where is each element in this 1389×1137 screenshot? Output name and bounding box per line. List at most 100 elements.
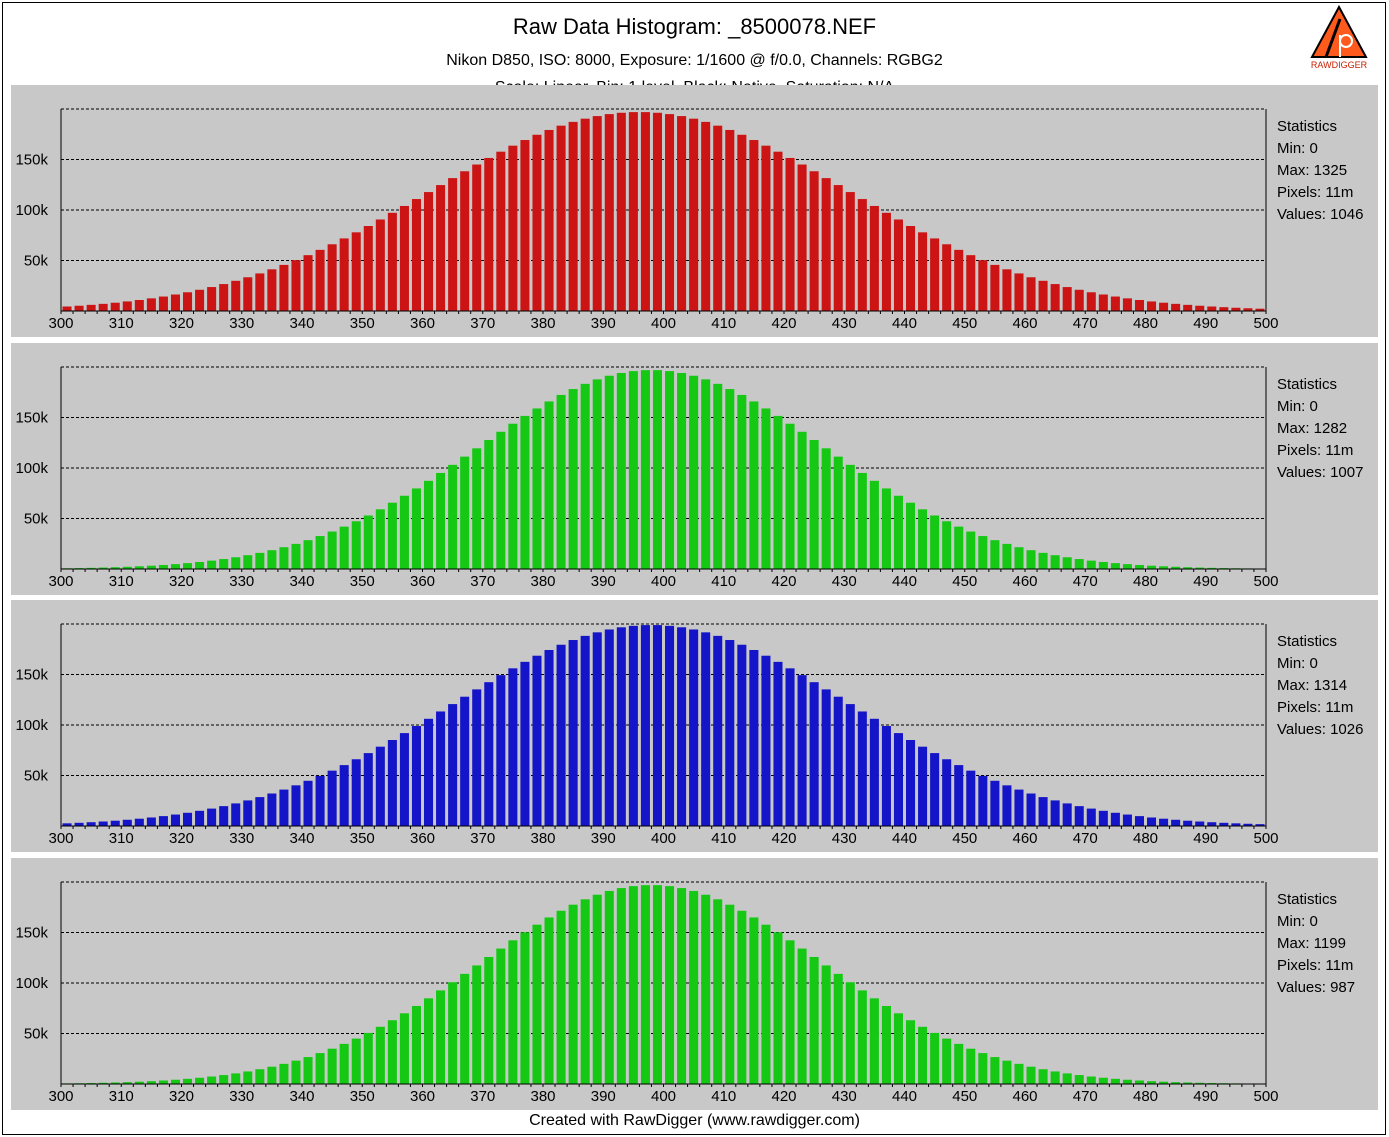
histogram-bar (918, 509, 928, 569)
histogram-bar (375, 1026, 385, 1084)
histogram-bar (351, 759, 361, 826)
histogram-bar (881, 212, 891, 311)
histogram-bar (327, 244, 337, 311)
histogram-bar (797, 948, 807, 1084)
histogram-bar (990, 1057, 1000, 1084)
histogram-bar (1086, 808, 1096, 826)
histogram-bar (183, 1078, 193, 1084)
histogram-bar (677, 116, 687, 311)
histogram-bar (954, 765, 964, 826)
histogram-bar (725, 129, 735, 311)
x-tick-label: 390 (591, 1088, 616, 1105)
histogram-bar (568, 121, 578, 311)
histogram-bar (351, 521, 361, 569)
histogram-bar (1159, 566, 1169, 569)
x-tick-label: 480 (1133, 573, 1158, 590)
histogram-bar (146, 298, 156, 311)
statistics-value: Values: 987 (1277, 979, 1355, 996)
histogram-bar (906, 502, 916, 569)
histogram-bar (713, 899, 723, 1084)
histogram-bar (351, 1038, 361, 1084)
histogram-bar (881, 726, 891, 826)
histogram-bar (1134, 564, 1144, 569)
histogram-bar (303, 540, 313, 569)
histogram-bar (448, 704, 458, 826)
histogram-bar (1134, 1080, 1144, 1084)
histogram-bar (725, 904, 735, 1084)
histogram-bar (399, 205, 409, 311)
histogram-bar (158, 296, 168, 311)
histogram-bar (520, 932, 530, 1084)
histogram-bar (1050, 284, 1060, 311)
x-tick-label: 310 (109, 573, 134, 590)
x-tick-label: 360 (410, 573, 435, 590)
histogram-bar (1062, 1073, 1072, 1084)
histogram-bar (592, 632, 602, 826)
statistics-value: Min: 0 (1277, 398, 1318, 415)
x-tick-label: 330 (229, 1088, 254, 1105)
x-tick-label: 350 (350, 1088, 375, 1105)
histogram-bar (1038, 1069, 1048, 1084)
histogram-bar (1014, 273, 1024, 311)
histogram-bar (1038, 552, 1048, 569)
histogram-bar (183, 292, 193, 311)
histogram-bar (122, 566, 132, 569)
histogram-bar (1195, 305, 1205, 311)
histogram-bar (496, 431, 506, 569)
y-tick-label: 150k (15, 152, 48, 169)
histogram-bar (797, 431, 807, 569)
histogram-bar (74, 822, 84, 826)
histogram-bar (291, 260, 301, 311)
histogram-bar (954, 1043, 964, 1084)
histogram-bar (833, 973, 843, 1084)
histogram-bar (930, 753, 940, 826)
histogram-bar (122, 819, 132, 826)
histogram-bar (592, 379, 602, 569)
histogram-bar (424, 998, 434, 1084)
statistics-value: Max: 1314 (1277, 677, 1347, 694)
histogram-bar (1050, 800, 1060, 826)
histogram-bar (821, 448, 831, 569)
histogram-bar (628, 112, 638, 311)
statistics-value: Values: 1026 (1277, 721, 1363, 738)
histogram-bar (399, 495, 409, 569)
x-tick-label: 420 (771, 315, 796, 332)
histogram-bar (773, 932, 783, 1084)
histogram-bar (1074, 806, 1084, 826)
histogram-bar (158, 816, 168, 826)
histogram-bar (640, 370, 650, 569)
histogram-bar (279, 547, 289, 569)
x-tick-label: 310 (109, 830, 134, 847)
histogram-bar (761, 655, 771, 826)
histogram-bar (399, 1013, 409, 1084)
histogram-bar (62, 306, 72, 311)
histogram-bar (544, 917, 554, 1084)
histogram-bar (98, 303, 108, 311)
x-tick-label: 350 (350, 315, 375, 332)
histogram-bar (243, 277, 253, 311)
histogram-bar (978, 1053, 988, 1084)
x-tick-label: 470 (1073, 830, 1098, 847)
histogram-bar (604, 375, 614, 569)
histogram-bar (231, 280, 241, 311)
histogram-bar (375, 219, 385, 311)
histogram-bar (86, 822, 96, 826)
histogram-bar (496, 675, 506, 826)
histogram-bar (532, 655, 542, 826)
histogram-bar (158, 1080, 168, 1084)
histogram-bar (267, 550, 277, 569)
histogram-bar (1219, 822, 1229, 826)
histogram-bar (785, 157, 795, 311)
histogram-bar (1110, 1078, 1120, 1084)
x-tick-label: 380 (530, 1088, 555, 1105)
histogram-bar (845, 192, 855, 311)
histogram-bar (231, 557, 241, 569)
histogram-bar (424, 718, 434, 826)
x-tick-label: 460 (1012, 830, 1037, 847)
histogram-bar (580, 899, 590, 1084)
scale-info: Scale: Linear, Bin: 1 level, Black: Nati… (0, 80, 1389, 86)
histogram-bar (1183, 820, 1193, 826)
x-tick-label: 390 (591, 830, 616, 847)
histogram-bar (98, 821, 108, 826)
histogram-bar (713, 635, 723, 826)
